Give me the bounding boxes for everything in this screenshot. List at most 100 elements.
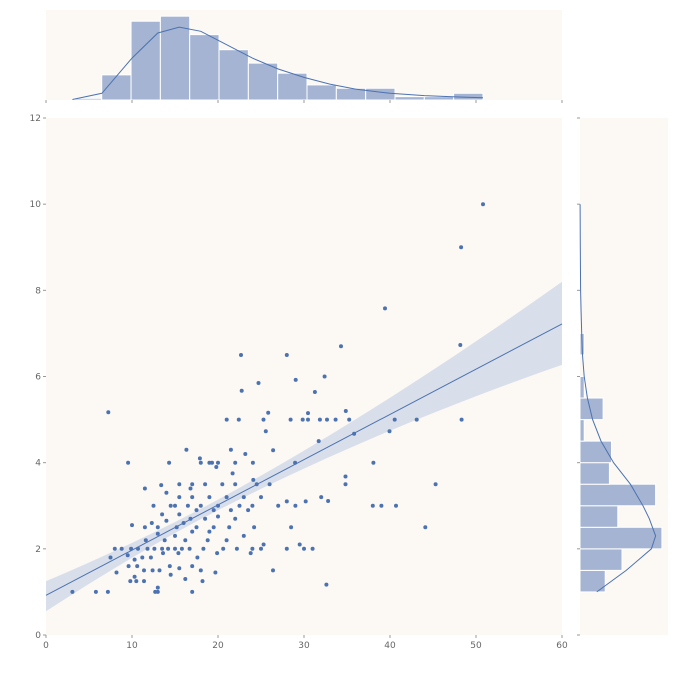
scatter-point: [145, 546, 150, 551]
marginal-x-bar: [365, 87, 396, 101]
marginal-y-histogram: [577, 117, 668, 636]
scatter-point: [371, 460, 376, 465]
scatter-point: [211, 525, 216, 530]
scatter-point: [160, 546, 165, 551]
scatter-point: [284, 499, 289, 504]
scatter-point: [183, 538, 188, 543]
scatter-point: [250, 503, 255, 508]
scatter-point: [160, 512, 165, 517]
scatter-point: [288, 417, 293, 422]
scatter-point: [224, 417, 229, 422]
y-tick-label: 4: [35, 459, 41, 469]
scatter-point: [458, 343, 463, 347]
scatter-point: [125, 553, 130, 558]
scatter-point: [155, 525, 160, 530]
scatter-point: [213, 570, 218, 575]
scatter-point: [200, 579, 205, 584]
scatter-point: [119, 546, 124, 551]
scatter-point: [239, 353, 243, 357]
scatter-point: [126, 564, 131, 569]
scatter-point: [155, 589, 160, 594]
marginal-y-bar: [579, 376, 585, 399]
scatter-point: [254, 482, 259, 487]
y-tick-label: 2: [35, 545, 41, 555]
scatter-point: [194, 508, 199, 513]
scatter-point: [224, 538, 229, 543]
scatter-point: [173, 533, 177, 538]
scatter-point: [248, 551, 253, 556]
regression-confidence-band: [46, 281, 562, 612]
scatter-point: [250, 546, 255, 551]
marginal-x-bar: [394, 96, 425, 101]
scatter-plot: 0 10 20 30 40 50 60 0 2 4 6 8 10 12: [30, 114, 568, 651]
scatter-point: [236, 417, 241, 422]
scatter-point: [271, 568, 275, 573]
scatter-point: [233, 460, 238, 465]
scatter-point: [233, 516, 238, 521]
scatter-point: [325, 417, 329, 422]
scatter-point: [310, 546, 315, 551]
scatter-point: [370, 503, 375, 508]
x-tick-label: 20: [212, 641, 224, 651]
scatter-point: [246, 508, 251, 513]
scatter-point: [459, 417, 464, 422]
scatter-point: [387, 429, 392, 434]
marginal-y-kde-curve: [579, 204, 657, 593]
x-tick-label: 50: [470, 641, 482, 651]
scatter-point: [261, 542, 266, 547]
scatter-point: [162, 538, 167, 543]
scatter-point: [183, 577, 188, 581]
scatter-point: [201, 546, 206, 551]
scatter-point: [347, 417, 352, 422]
scatter-point: [230, 471, 235, 476]
scatter-point: [343, 409, 348, 413]
marginal-y-bar: [579, 505, 619, 528]
scatter-point: [161, 551, 165, 556]
scatter-point: [167, 564, 172, 569]
scatter-point: [289, 525, 294, 530]
scatter-point: [394, 503, 398, 508]
scatter-point: [155, 585, 160, 590]
scatter-point: [306, 411, 310, 416]
scatter-point: [237, 503, 242, 508]
scatter-point: [256, 381, 261, 385]
scatter-point: [224, 495, 229, 500]
marginal-x-kde-curve: [72, 26, 484, 100]
scatter-point: [188, 486, 193, 491]
marginal-x-bar: [189, 34, 220, 101]
scatter-point: [297, 542, 302, 547]
scatter-point: [221, 546, 226, 551]
scatter-point: [210, 460, 214, 465]
scatter-point: [179, 546, 184, 551]
scatter-point: [157, 568, 162, 573]
scatter-point: [190, 589, 195, 594]
scatter-point: [105, 589, 110, 594]
scatter-point: [106, 410, 111, 415]
scatter-point: [148, 555, 153, 560]
marginal-x-bar: [218, 49, 249, 101]
scatter-point: [259, 546, 263, 551]
scatter-point: [333, 417, 338, 422]
scatter-point: [263, 429, 268, 434]
x-tick-label: 0: [43, 641, 49, 651]
scatter-point: [241, 533, 246, 538]
marginal-y-bar: [579, 397, 604, 421]
scatter-point: [194, 525, 199, 530]
scatter-point: [302, 546, 306, 551]
scatter-point: [134, 579, 139, 584]
scatter-point: [128, 579, 133, 584]
scatter-point: [284, 546, 289, 551]
scatter-point: [234, 546, 239, 551]
scatter-point: [159, 483, 164, 488]
scatter-point: [243, 452, 248, 456]
scatter-point: [142, 486, 147, 491]
scatter-point: [142, 579, 146, 584]
marginal-y-bar: [579, 419, 585, 442]
scatter-point: [164, 518, 169, 523]
scatter-point: [214, 465, 219, 469]
scatter-point: [251, 477, 256, 482]
scatter-point: [228, 447, 233, 452]
scatter-point: [197, 456, 202, 461]
scatter-point: [155, 531, 160, 536]
scatter-point: [205, 538, 210, 543]
